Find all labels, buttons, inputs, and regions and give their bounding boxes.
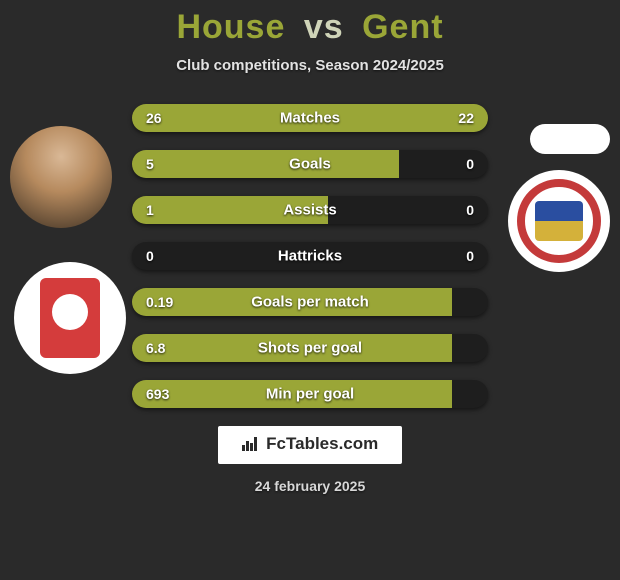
header: House vs Gent Club competitions, Season …	[0, 0, 620, 74]
stat-row: 6.8Shots per goal	[132, 334, 488, 362]
player1-name: House	[176, 8, 285, 46]
stats-panel: 2622Matches 50Goals 10Assists 00Hattricks 0.…	[0, 104, 620, 408]
stat-label: Min per goal	[132, 386, 488, 403]
stat-row: 10Assists	[132, 196, 488, 224]
stat-bars: 2622Matches 50Goals 10Assists 00Hattricks 0.…	[132, 104, 488, 408]
vs-text: vs	[304, 8, 344, 46]
player2-name: Gent	[362, 8, 443, 46]
stat-label: Hattricks	[132, 248, 488, 265]
stat-row: 0.19Goals per match	[132, 288, 488, 316]
stat-label: Matches	[132, 110, 488, 127]
source-logo: FcTables.com	[218, 426, 403, 464]
stat-row: 00Hattricks	[132, 242, 488, 270]
date-text: 24 february 2025	[0, 478, 620, 494]
stat-label: Goals per match	[132, 294, 488, 311]
stat-row: 693Min per goal	[132, 380, 488, 408]
comparison-title: House vs Gent	[0, 8, 620, 47]
subtitle: Club competitions, Season 2024/2025	[0, 57, 620, 74]
stat-label: Goals	[132, 156, 488, 173]
stat-label: Shots per goal	[132, 340, 488, 357]
footer: FcTables.com 24 february 2025	[0, 426, 620, 494]
source-logo-text: FcTables.com	[266, 434, 378, 453]
chart-icon	[242, 437, 258, 456]
stat-row: 2622Matches	[132, 104, 488, 132]
stat-row: 50Goals	[132, 150, 488, 178]
stat-label: Assists	[132, 202, 488, 219]
